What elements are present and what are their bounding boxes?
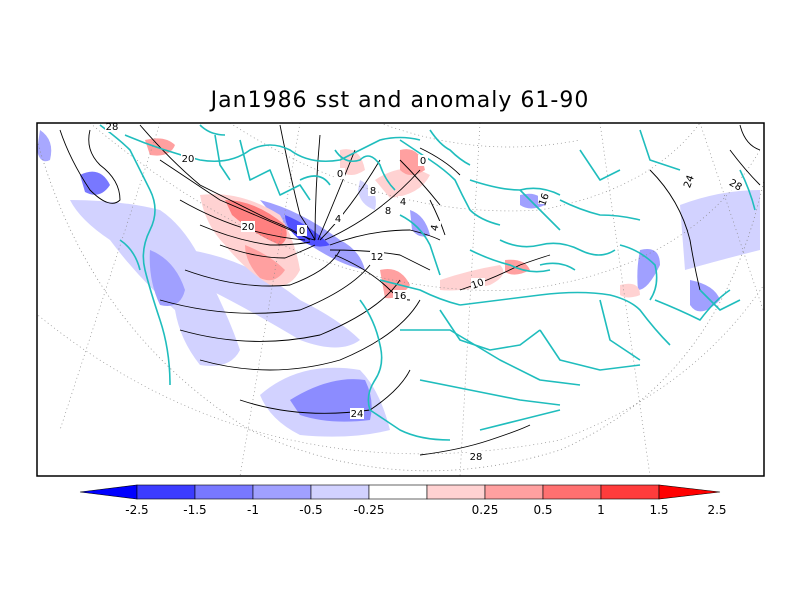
contour-label: 28: [470, 452, 483, 463]
contour-label: 4: [430, 224, 442, 232]
colorbar-tick-label: 2.5: [707, 503, 726, 517]
contour-label: 20: [182, 154, 195, 165]
colorbar-tick-label: -1: [247, 503, 259, 517]
contour-label: 4: [400, 197, 406, 208]
colorbar-bin: [426, 484, 486, 500]
contour-label: 8: [370, 186, 376, 197]
colorbar-bin: [194, 484, 254, 500]
coastlines: [99, 124, 756, 441]
colorbar-bin: [310, 484, 370, 500]
colorbar-tick-label: -2.5: [125, 503, 148, 517]
map-frame: [36, 122, 765, 477]
map-content: 28 20 20 0 0 0 4 4 8 12 16 24 28 24 28 1…: [37, 122, 764, 476]
colorbar-bin: [542, 484, 602, 500]
contour-label: 20: [242, 222, 255, 233]
colorbar-bin: [484, 484, 544, 500]
contour-label: 12: [371, 252, 384, 263]
contour-label: 10: [470, 277, 486, 292]
contour-label: 0: [420, 156, 426, 167]
contour-label: 0: [299, 226, 305, 237]
colorbar-bin: [600, 484, 660, 500]
contour-label: 4: [335, 214, 341, 225]
contour-label: 16: [394, 291, 407, 302]
colorbar-tick-label: -0.5: [299, 503, 322, 517]
contour-label: 16: [537, 192, 552, 208]
colorbar-arrow-right: [658, 484, 721, 500]
contour-label: 24: [682, 174, 697, 190]
colorbar-tick-label: 1.5: [649, 503, 668, 517]
contour-label: 8: [385, 206, 391, 217]
contour-label: 28: [106, 122, 119, 133]
contour-label: 0: [337, 169, 343, 180]
colorbar-tick-label: 0.5: [533, 503, 552, 517]
colorbar-tick-label: -0.25: [353, 503, 384, 517]
colorbar-tick-label: 0.25: [472, 503, 499, 517]
colorbar-tick-label: 1: [597, 503, 605, 517]
colorbar-tick-label: -1.5: [183, 503, 206, 517]
colorbar-arrow-left: [79, 484, 138, 500]
colorbar-bin: [252, 484, 312, 500]
contour-label: 24: [351, 409, 364, 420]
graticule: [37, 123, 764, 476]
colorbar: -2.5 -1.5 -1 -0.5 -0.25 0.25 0.5 1 1.5 2.5: [79, 484, 727, 517]
plot-title: Jan1986 sst and anomaly 61-90: [210, 88, 590, 113]
colorbar-bin: [368, 484, 428, 500]
colorbar-bin: [136, 484, 196, 500]
contour-labels: 28 20 20 0 0 0 4 4 8 12 16 24 28 24 28 1…: [105, 122, 744, 463]
